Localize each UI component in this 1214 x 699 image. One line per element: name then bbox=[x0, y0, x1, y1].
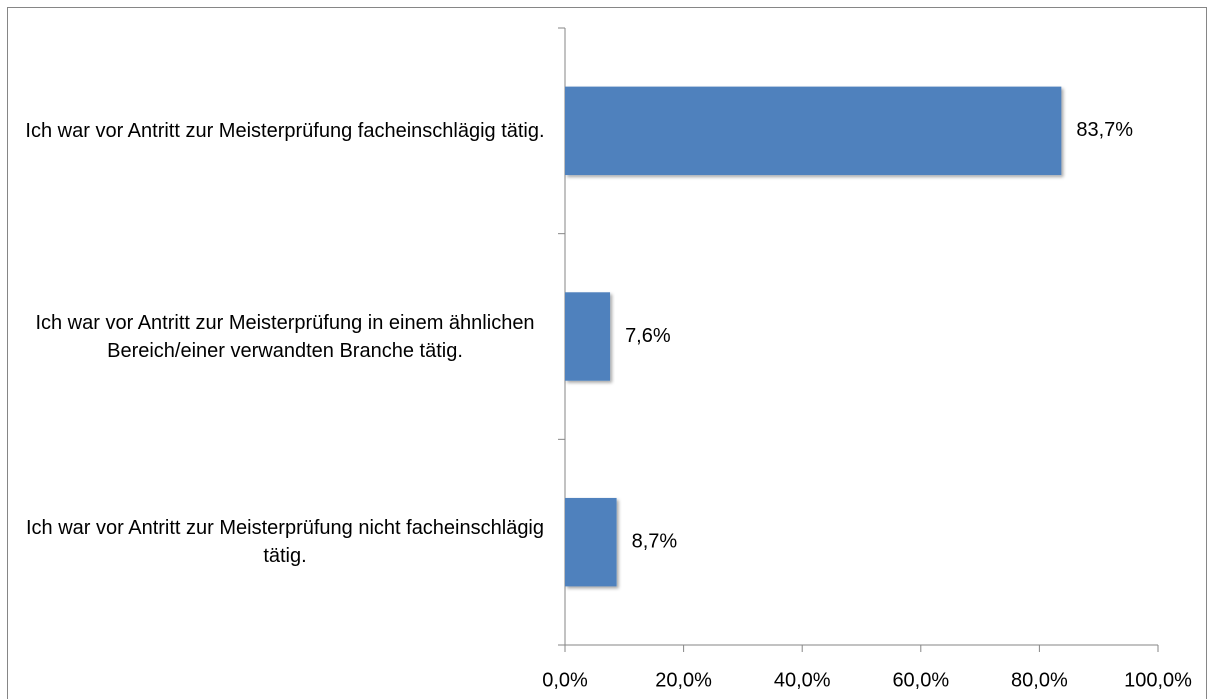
data-label: 8,7% bbox=[632, 530, 678, 552]
category-label: Ich war vor Antritt zur Meisterprüfung f… bbox=[25, 119, 545, 142]
chart-border bbox=[7, 7, 1207, 699]
category-label: Ich war vor Antritt zur Meisterprüfung i… bbox=[35, 311, 535, 362]
x-tick-label: 60,0% bbox=[892, 669, 949, 691]
x-tick-label: 20,0% bbox=[655, 669, 712, 691]
bar bbox=[565, 86, 1062, 176]
x-tick-label: 0,0% bbox=[542, 669, 588, 691]
x-tick-label: 80,0% bbox=[1011, 669, 1068, 691]
x-tick-label: 100,0% bbox=[1124, 669, 1192, 691]
x-tick-label: 40,0% bbox=[774, 669, 831, 691]
data-label: 7,6% bbox=[625, 325, 671, 347]
data-label: 83,7% bbox=[1076, 119, 1133, 141]
category-label: Ich war vor Antritt zur Meisterprüfung n… bbox=[25, 517, 545, 568]
bar bbox=[565, 497, 617, 587]
bar bbox=[565, 292, 611, 381]
